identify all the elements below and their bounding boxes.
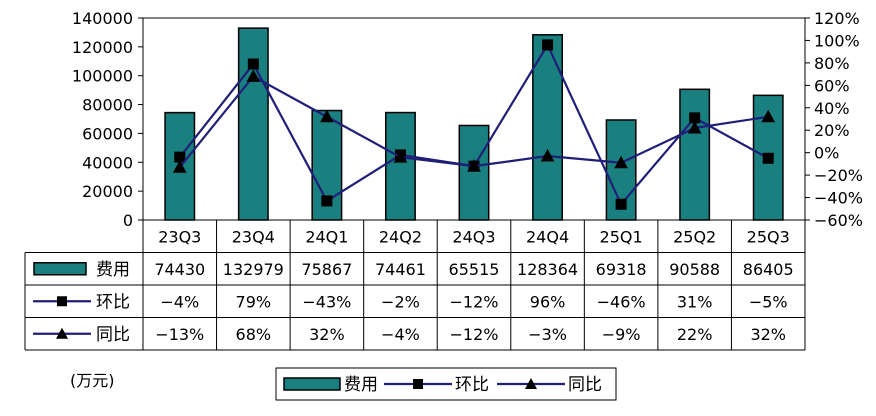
table-value: 68% xyxy=(236,325,272,344)
table-value: 31% xyxy=(677,292,713,311)
right-axis-tick-label: −60% xyxy=(814,211,863,230)
marker-mom-25Q1 xyxy=(615,198,627,210)
marker-yoy-24Q2 xyxy=(393,150,408,163)
right-axis-tick-label: 120% xyxy=(814,9,860,28)
table-value: −9% xyxy=(602,325,641,344)
table-value: −3% xyxy=(528,325,567,344)
table-value: 128364 xyxy=(517,260,578,279)
table-value: −4% xyxy=(160,292,199,311)
category-label: 25Q3 xyxy=(747,227,790,246)
table-value: 32% xyxy=(750,325,786,344)
category-label: 25Q2 xyxy=(673,227,716,246)
table-series-name: 费用 xyxy=(96,260,130,280)
table-legend-marker-square xyxy=(57,296,67,307)
table-value: 132979 xyxy=(223,260,284,279)
category-label: 23Q4 xyxy=(232,227,275,246)
left-axis-tick-label: 20000 xyxy=(82,182,133,201)
marker-mom-25Q3 xyxy=(762,152,774,164)
left-axis-tick-label: 40000 xyxy=(82,153,133,172)
table-value: −5% xyxy=(749,292,788,311)
right-axis-tick-label: −20% xyxy=(814,166,863,185)
legend-key-expense xyxy=(283,377,341,391)
table-value: 32% xyxy=(309,325,345,344)
right-axis-tick-label: 100% xyxy=(814,31,860,50)
table-value: −2% xyxy=(381,292,420,311)
table-series-name: 环比 xyxy=(96,292,130,312)
left-axis-tick-label: 140000 xyxy=(72,9,133,28)
marker-yoy-24Q4 xyxy=(540,148,555,162)
bar-25Q1 xyxy=(605,119,637,221)
table-value: −43% xyxy=(302,292,351,311)
bar-25Q2 xyxy=(679,88,711,221)
left-axis-tick-label: 80000 xyxy=(82,96,133,115)
right-axis-tick-label: 0% xyxy=(814,144,839,163)
right-axis-tick-label: 40% xyxy=(814,99,850,118)
table-value: 79% xyxy=(236,292,272,311)
right-axis-tick-label: 80% xyxy=(814,54,850,73)
category-label: 24Q2 xyxy=(379,227,422,246)
table-value: 74430 xyxy=(154,260,205,279)
legend-label-expense: 费用 xyxy=(344,375,378,395)
marker-yoy-23Q4 xyxy=(246,69,261,82)
table-value: 74461 xyxy=(375,260,426,279)
table-value: 75867 xyxy=(301,260,352,279)
table-value: −13% xyxy=(155,325,204,344)
table-value: 90588 xyxy=(669,260,720,279)
marker-yoy-25Q2 xyxy=(687,120,702,134)
marker-yoy-24Q3 xyxy=(467,159,481,172)
marker-yoy-24Q1 xyxy=(320,109,334,123)
left-axis-tick-label: 60000 xyxy=(82,124,133,143)
legend-marker-yoy xyxy=(525,378,537,389)
category-label: 24Q1 xyxy=(305,227,348,246)
category-label: 25Q1 xyxy=(600,227,643,246)
marker-mom-24Q1 xyxy=(321,195,333,207)
table-series-name: 同比 xyxy=(96,325,130,345)
marker-mom-23Q4 xyxy=(247,58,259,70)
marker-mom-24Q4 xyxy=(542,39,554,51)
table-value: 22% xyxy=(677,325,713,344)
table-value: −4% xyxy=(381,325,420,344)
legend-box xyxy=(275,367,617,401)
right-axis-tick-label: −40% xyxy=(814,189,863,208)
table-value: 86405 xyxy=(743,260,794,279)
legend-marker-mom xyxy=(413,379,423,389)
right-axis-tick-label: 20% xyxy=(814,121,850,140)
left-axis-tick-label: 0 xyxy=(123,211,133,230)
category-label: 24Q4 xyxy=(526,227,569,246)
table-value: −12% xyxy=(450,292,499,311)
legend-label-mom: 环比 xyxy=(455,375,489,395)
table-value: −46% xyxy=(597,292,646,311)
table-value: 65515 xyxy=(449,260,500,279)
table-legend-key-expense xyxy=(33,262,87,276)
category-label: 23Q3 xyxy=(158,227,201,246)
marker-yoy-23Q3 xyxy=(172,160,187,173)
bar-24Q2 xyxy=(384,111,416,221)
bar-24Q3 xyxy=(458,124,490,221)
category-label: 24Q3 xyxy=(452,227,495,246)
left-axis-tick-label: 100000 xyxy=(72,67,133,86)
table-value: 69318 xyxy=(596,260,647,279)
table-legend-marker-triangle xyxy=(56,327,68,339)
left-axis-tick-label: 120000 xyxy=(72,38,133,57)
bar-23Q4 xyxy=(237,27,269,221)
table-value: −12% xyxy=(450,325,499,344)
marker-yoy-25Q1 xyxy=(614,155,628,169)
legend-label-yoy: 同比 xyxy=(568,375,602,395)
table-value: 96% xyxy=(530,292,566,311)
marker-yoy-25Q3 xyxy=(761,109,776,123)
unit-label: (万元) xyxy=(70,371,115,390)
right-axis-tick-label: 60% xyxy=(814,76,850,95)
